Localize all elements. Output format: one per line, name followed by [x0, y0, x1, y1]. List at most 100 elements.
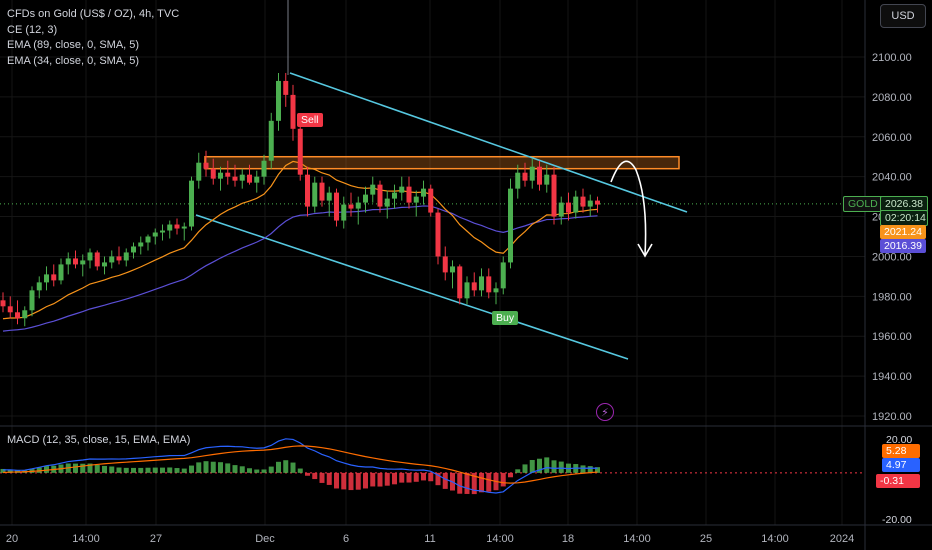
price-tick-label: 2000.00: [872, 251, 912, 263]
candle: [580, 188, 586, 213]
candle-body: [189, 180, 194, 227]
candle-body: [80, 260, 86, 265]
price-tick-label: 2100.00: [872, 52, 912, 64]
candle: [232, 164, 238, 187]
macd-histogram-bar: [334, 472, 339, 489]
candle-body: [558, 202, 564, 217]
macd-histogram-bar: [435, 472, 441, 486]
candle-body: [283, 80, 289, 95]
lightning-icon[interactable]: ⚡: [596, 403, 614, 421]
candle-body: [44, 274, 49, 283]
candle-body: [421, 188, 426, 197]
annotations: [610, 160, 653, 258]
candle: [500, 256, 506, 295]
macd-histogram-bar: [558, 461, 564, 473]
candle-body: [225, 172, 231, 177]
indicator-ema-89[interactable]: EMA (89, close, 0, SMA, 5): [7, 39, 140, 51]
candle-body: [363, 194, 368, 203]
candle-body: [370, 184, 376, 195]
currency-button[interactable]: USD: [880, 4, 926, 28]
macd-histogram-bar: [138, 467, 144, 473]
candle-body: [377, 184, 383, 207]
candle-body: [529, 166, 535, 181]
macd-histogram-bar: [399, 472, 405, 483]
candle: [254, 170, 260, 193]
macd-histogram-bar: [370, 472, 376, 487]
macd-histogram-bar: [225, 463, 231, 473]
candle: [522, 162, 528, 187]
macd-histogram-bar: [239, 466, 245, 473]
candle-body: [442, 256, 448, 273]
candle: [283, 72, 289, 107]
macd-legend[interactable]: MACD (12, 35, close, 15, EMA, EMA): [7, 434, 191, 446]
candle: [384, 190, 390, 219]
macd-histogram-bar: [297, 468, 303, 473]
macd-histogram-bar: [537, 458, 542, 473]
macd-histogram-bar: [595, 467, 600, 473]
candle-body: [587, 200, 593, 207]
candle-body: [152, 232, 158, 237]
macd-histogram-bar: [348, 472, 354, 491]
macd-histogram-bar: [587, 466, 593, 473]
macd-histogram-bar: [203, 461, 209, 473]
candle-body: [196, 162, 202, 181]
price-tick-label: 2060.00: [872, 132, 912, 144]
candle: [276, 72, 281, 131]
candle: [138, 236, 144, 255]
candle-body: [36, 282, 42, 291]
candle-body: [58, 264, 64, 281]
macd-histogram-bar: [377, 472, 383, 487]
candle-body: [500, 262, 506, 289]
candle: [529, 158, 535, 189]
candle-body: [276, 80, 281, 121]
candle-body: [160, 230, 165, 233]
price-tick-label: 2040.00: [872, 172, 912, 184]
macd-histogram-bar: [174, 468, 180, 473]
macd-histogram-bar: [442, 472, 448, 489]
channel-lower-line: [195, 214, 629, 360]
candle: [174, 218, 180, 235]
macd-histogram-bar: [522, 464, 528, 473]
macd-histogram-bar: [268, 466, 274, 473]
macd-histogram-bar: [218, 462, 223, 473]
macd-histogram-bar: [181, 468, 187, 473]
macd-histogram-bar: [160, 467, 165, 473]
indicator-ce[interactable]: CE (12, 3): [7, 23, 58, 36]
candle: [355, 196, 361, 225]
macd-histogram-bar: [326, 472, 332, 485]
symbol-badge: GOLD: [843, 196, 883, 212]
candle-body: [15, 312, 20, 319]
candle: [479, 268, 484, 297]
macd-histogram-bar: [196, 462, 202, 473]
macd-histogram-bar: [515, 469, 521, 473]
candle: [573, 190, 579, 219]
symbol-title[interactable]: CFDs on Gold (US$ / OZ), 4h, TVC: [7, 8, 180, 20]
candle-body: [239, 174, 245, 181]
time-tick-label: 18: [562, 533, 574, 545]
macd-histogram-bar: [464, 472, 470, 494]
candle: [363, 186, 368, 213]
macd-histogram-bar: [508, 472, 513, 478]
down-arrow-path: [610, 160, 647, 256]
candle-body: [7, 306, 13, 313]
macd-histogram-bar: [247, 468, 252, 473]
candle: [160, 224, 165, 241]
macd-badge-2: 4.97: [882, 458, 920, 472]
candle-body: [319, 182, 325, 201]
candle: [239, 168, 245, 189]
candle-body: [551, 174, 557, 217]
candle-body: [334, 192, 339, 221]
macd-histogram-bar: [384, 472, 390, 486]
macd-bottom-label: -20.00: [882, 514, 912, 526]
time-tick-label: 6: [343, 533, 349, 545]
candle: [537, 160, 542, 191]
indicator-ema-34[interactable]: EMA (34, close, 0, SMA, 5): [7, 54, 140, 67]
candle: [399, 176, 405, 201]
macd-histogram-bar: [457, 472, 463, 494]
macd-pane: [0, 438, 865, 495]
candle-body: [138, 242, 144, 247]
candle-body: [0, 300, 6, 307]
candle-body: [435, 212, 441, 257]
